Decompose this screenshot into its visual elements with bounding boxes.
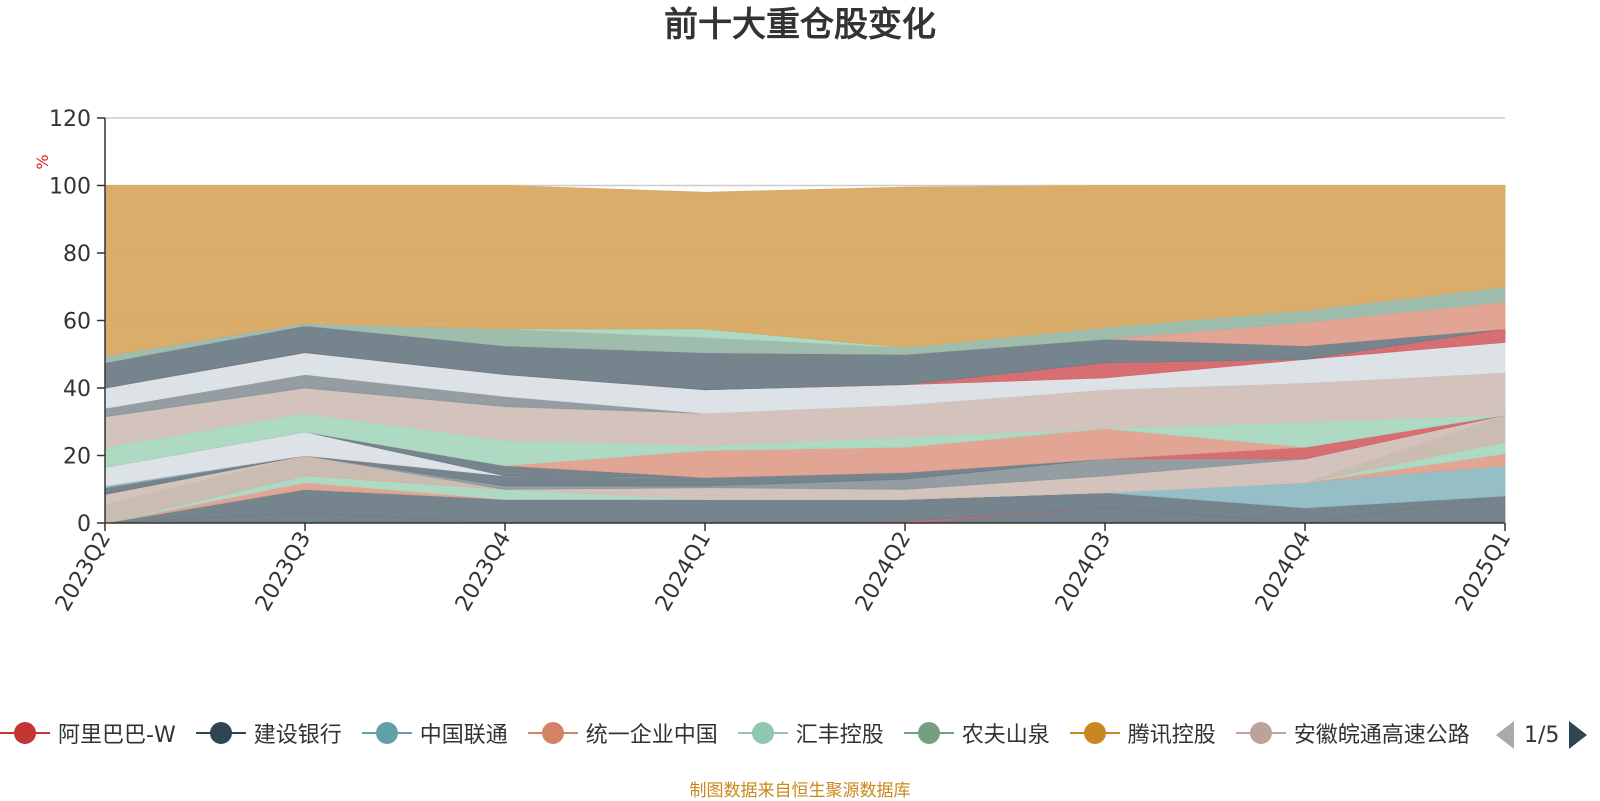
area-band-28[interactable]: [104, 185, 1506, 357]
next-page-icon[interactable]: [1569, 721, 1588, 749]
legend-item[interactable]: 安徽皖通高速公路: [1235, 718, 1470, 748]
y-axis-unit-label: %: [33, 154, 52, 169]
legend-item[interactable]: 汇丰控股: [737, 718, 884, 748]
legend-label: 建设银行: [253, 723, 342, 748]
y-tick-label: 120: [49, 107, 91, 132]
area-bands: [104, 185, 1506, 524]
x-tick-label: 2024Q2: [851, 528, 916, 616]
legend-symbol-icon: [195, 722, 246, 744]
y-tick-label: 20: [63, 445, 91, 470]
legend-label: 统一企业中国: [585, 723, 718, 748]
legend-label: 腾讯控股: [1127, 723, 1216, 748]
legend-symbol-icon: [1069, 722, 1120, 744]
x-tick-label: 2023Q4: [451, 528, 516, 616]
legend-symbol-icon: [737, 722, 788, 744]
y-tick-label: 100: [49, 175, 91, 200]
x-tick-label: 2025Q1: [1451, 528, 1516, 616]
x-tick-label: 2023Q2: [51, 528, 116, 616]
y-tick-label: 0: [77, 512, 91, 537]
x-tick-label: 2024Q1: [651, 528, 716, 616]
page-indicator: 1/5: [1524, 722, 1560, 748]
legend-label: 安徽皖通高速公路: [1293, 723, 1470, 748]
legend-symbol-icon: [527, 722, 578, 744]
x-tick-label: 2024Q4: [1251, 528, 1316, 616]
source-note: 制图数据来自恒生聚源数据库: [689, 781, 911, 801]
legend-label: 汇丰控股: [795, 723, 884, 748]
legend-item[interactable]: 腾讯控股: [1069, 718, 1216, 748]
legend-symbol-icon: [903, 722, 954, 744]
y-tick-label: 60: [63, 310, 91, 335]
x-tick-label: 2024Q3: [1051, 528, 1116, 616]
legend-item[interactable]: 中国联通: [361, 718, 508, 748]
y-tick-label: 80: [63, 242, 91, 267]
prev-page-icon[interactable]: [1496, 721, 1514, 749]
legend-item[interactable]: 统一企业中国: [527, 718, 718, 748]
x-tick-label: 2023Q3: [251, 528, 316, 616]
legend-pagination: 1/5: [1496, 718, 1588, 752]
legend-label: 阿里巴巴-W: [58, 723, 176, 748]
legend: 阿里巴巴-W 建设银行 中国联通 统一企业中国 汇丰控股 农夫山泉 腾讯控股 安徽皖通高速公路: [0, 700, 1482, 760]
legend-item[interactable]: 建设银行: [195, 718, 342, 748]
legend-symbol-icon: [361, 722, 412, 744]
legend-symbol-icon: [0, 722, 50, 744]
legend-item[interactable]: 阿里巴巴-W: [0, 718, 176, 748]
legend-item[interactable]: 农夫山泉: [903, 718, 1050, 748]
y-tick-label: 40: [63, 377, 91, 402]
legend-label: 农夫山泉: [961, 723, 1050, 748]
chart-title: 前十大重仓股变化: [664, 5, 936, 45]
legend-symbol-icon: [1235, 722, 1286, 744]
legend-label: 中国联通: [419, 723, 508, 748]
